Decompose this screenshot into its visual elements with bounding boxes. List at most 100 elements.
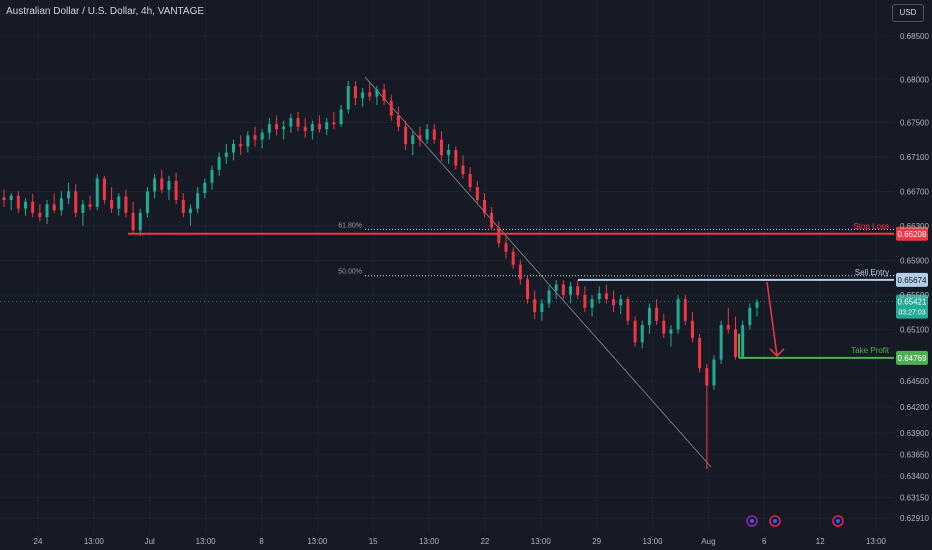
- candle-body: [217, 156, 221, 170]
- time-axis[interactable]: 24 13:00 Jul 13:00 8 13:00 15 13:00 22 13:00 29 13:…: [34, 537, 887, 546]
- trade-levels[interactable]: Stop Loss 0.66208 Sell Entry 0.65674 Take Pr…: [0, 222, 928, 365]
- candle-body: [741, 325, 745, 357]
- time-tick-label: 24: [34, 537, 43, 546]
- candle-body: [669, 329, 673, 334]
- candle-body: [432, 129, 436, 140]
- candle-body: [418, 135, 422, 140]
- trend-line: [364, 76, 712, 468]
- candle-body: [188, 208, 192, 213]
- chart-annotations: 61.80% 50.00%: [338, 76, 894, 468]
- candle-body: [382, 89, 386, 101]
- candle-body: [196, 193, 200, 209]
- price-axis[interactable]: 0.68500 0.68000 0.67500 0.67100 0.66700 0.663…: [900, 32, 929, 523]
- candle-body: [576, 286, 580, 295]
- candle-body: [540, 303, 544, 313]
- candle-body: [282, 126, 286, 130]
- candle-body: [647, 307, 651, 326]
- candle-body: [332, 122, 336, 125]
- candle-body: [633, 320, 637, 343]
- candle-body: [712, 359, 716, 386]
- candle-body: [396, 115, 400, 127]
- flag-event-icon-dot: [836, 519, 840, 523]
- candle-body: [38, 212, 42, 218]
- candle-body: [504, 243, 508, 252]
- grid-lines: [0, 0, 894, 532]
- time-tick-label: 13:00: [307, 537, 328, 546]
- sell-arrow: [766, 281, 778, 356]
- price-tick-label: 0.63400: [900, 472, 929, 481]
- time-tick-label: 13:00: [84, 537, 105, 546]
- candle-body: [260, 132, 264, 140]
- flag-event-icon-dot: [773, 519, 777, 523]
- candle-body: [389, 100, 393, 116]
- candle-body: [655, 307, 659, 321]
- time-tick-label: 29: [592, 537, 601, 546]
- candle-body: [662, 320, 666, 334]
- candle-body: [318, 124, 322, 130]
- price-tick-label: 0.63650: [900, 450, 929, 459]
- candle-body: [124, 196, 128, 213]
- candle-body: [497, 227, 501, 244]
- candle-body: [461, 165, 465, 175]
- candle-body: [81, 204, 85, 213]
- candle-body: [612, 299, 616, 306]
- level-label: Sell Entry: [855, 268, 889, 277]
- candle-body: [353, 86, 357, 99]
- candle-body: [447, 149, 451, 156]
- currency-button[interactable]: USD: [892, 4, 924, 22]
- candle-body: [24, 201, 28, 209]
- candle-body: [748, 307, 752, 326]
- candle-body: [181, 199, 185, 213]
- candle-body: [526, 279, 530, 300]
- candle-body: [231, 143, 235, 153]
- symbol-title: Australian Dollar / U.S. Dollar, 4h, VAN…: [6, 6, 205, 17]
- candle-body: [145, 191, 149, 213]
- candle-body: [52, 204, 56, 211]
- candle-body: [59, 198, 63, 211]
- price-tag-text: 0.65674: [898, 276, 927, 285]
- candle-body: [246, 135, 250, 147]
- candle-body: [275, 124, 279, 130]
- candle-body: [368, 92, 372, 97]
- fib-level-label: 61.80%: [338, 222, 362, 229]
- candle-body: [375, 89, 379, 97]
- candle-body: [224, 152, 228, 157]
- candle-body: [138, 212, 142, 231]
- time-tick-label: 8: [259, 537, 264, 546]
- price-tick-label: 0.67500: [900, 118, 929, 127]
- time-tick-label: 12: [816, 537, 825, 546]
- candle-body: [267, 124, 271, 133]
- candle-body: [203, 182, 207, 194]
- candle-body: [16, 195, 20, 209]
- price-tick-label: 0.66300: [900, 222, 929, 231]
- current-price-tag: [896, 294, 928, 319]
- candle-body: [325, 122, 329, 130]
- event-markers[interactable]: [746, 515, 844, 527]
- candle-body: [74, 191, 78, 213]
- candle-body: [160, 178, 164, 190]
- time-tick-label: 15: [369, 537, 378, 546]
- price-tick-label: 0.66700: [900, 187, 929, 196]
- candle-body: [439, 139, 443, 156]
- candle-body: [676, 299, 680, 330]
- price-tick-label: 0.62910: [900, 514, 929, 523]
- candle-body: [67, 191, 71, 199]
- candle-body: [604, 293, 608, 300]
- candle-body: [554, 284, 558, 291]
- candle-body: [131, 212, 135, 231]
- candle-body: [590, 299, 594, 308]
- candle-body: [45, 204, 49, 218]
- candle-body: [289, 118, 293, 127]
- candle-body: [454, 149, 458, 166]
- candle-body: [102, 178, 106, 200]
- price-tag: [896, 350, 928, 365]
- candle-body: [597, 293, 601, 300]
- candle-body: [95, 178, 99, 207]
- fib-level-label: 50.00%: [338, 269, 362, 276]
- candle-body: [167, 181, 171, 190]
- candle-body: [719, 325, 723, 360]
- level-label: Stop Loss: [853, 222, 889, 231]
- price-tick-label: 0.63900: [900, 429, 929, 438]
- candle-body: [110, 199, 114, 209]
